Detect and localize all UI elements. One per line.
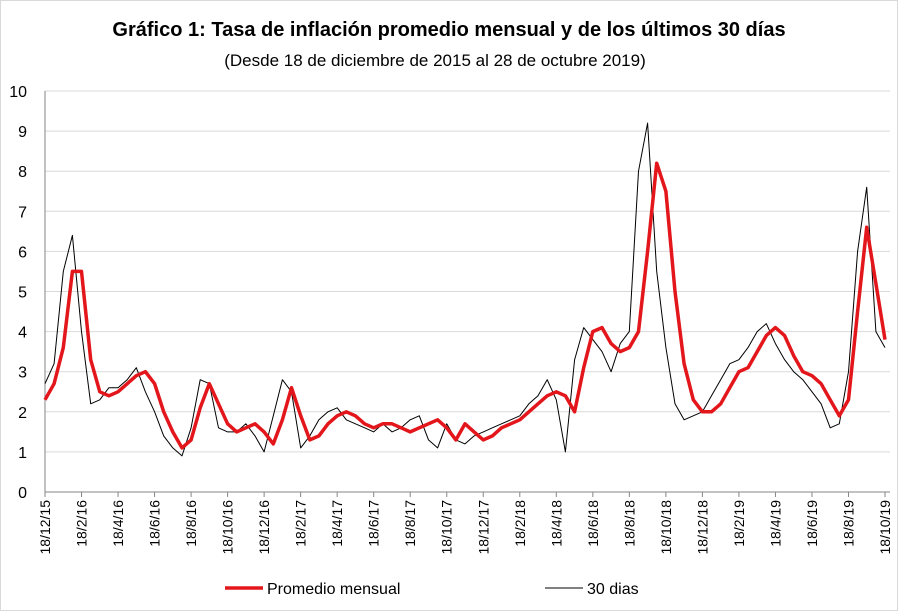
x-tick-label: 18/8/16 xyxy=(183,500,199,547)
x-tick-label: 18/12/18 xyxy=(694,500,710,555)
x-tick-label: 18/10/18 xyxy=(658,500,674,555)
x-tick-label: 18/12/15 xyxy=(37,500,53,555)
legend-label: Promedio mensual xyxy=(267,581,400,598)
x-tick-label: 18/6/19 xyxy=(804,500,820,547)
series-line xyxy=(43,161,887,450)
y-tick-label: 1 xyxy=(18,445,27,462)
y-tick-label: 6 xyxy=(18,244,27,261)
x-tick-label: 18/12/17 xyxy=(475,500,491,555)
y-tick-label: 8 xyxy=(18,164,27,181)
y-tick-label: 3 xyxy=(18,365,27,382)
x-tick-label: 18/4/17 xyxy=(329,500,345,547)
y-tick-label: 7 xyxy=(18,204,27,221)
x-tick-label: 18/10/17 xyxy=(439,500,455,555)
y-tick-label: 0 xyxy=(18,485,27,502)
x-tick-label: 18/4/18 xyxy=(548,500,564,547)
x-tick-label: 18/6/16 xyxy=(147,500,163,547)
x-tick-label: 18/8/17 xyxy=(402,500,418,547)
x-tick-label: 18/8/18 xyxy=(621,500,637,547)
x-tick-label: 18/2/16 xyxy=(74,500,90,547)
y-tick-label: 10 xyxy=(9,84,27,101)
y-tick-label: 4 xyxy=(18,325,27,342)
y-tick-label: 2 xyxy=(18,405,27,422)
x-tick-label: 18/8/19 xyxy=(840,500,856,547)
x-tick-label: 18/4/16 xyxy=(110,500,126,547)
legend-label: 30 dias xyxy=(587,581,639,598)
chart-title: Gráfico 1: Tasa de inflación promedio me… xyxy=(112,19,785,41)
x-tick-label: 18/6/18 xyxy=(585,500,601,547)
x-tick-label: 18/2/18 xyxy=(512,500,528,547)
x-tick-label: 18/2/17 xyxy=(293,500,309,547)
x-tick-label: 18/6/17 xyxy=(366,500,382,547)
x-tick-label: 18/4/19 xyxy=(767,500,783,547)
y-tick-label: 9 xyxy=(18,124,27,141)
x-tick-label: 18/12/16 xyxy=(256,500,272,555)
chart-subtitle: (Desde 18 de diciembre de 2015 al 28 de … xyxy=(224,51,646,70)
x-tick-label: 18/10/19 xyxy=(877,500,893,555)
x-tick-label: 18/10/16 xyxy=(220,500,236,555)
y-tick-label: 5 xyxy=(18,285,27,302)
x-tick-label: 18/2/19 xyxy=(731,500,747,547)
